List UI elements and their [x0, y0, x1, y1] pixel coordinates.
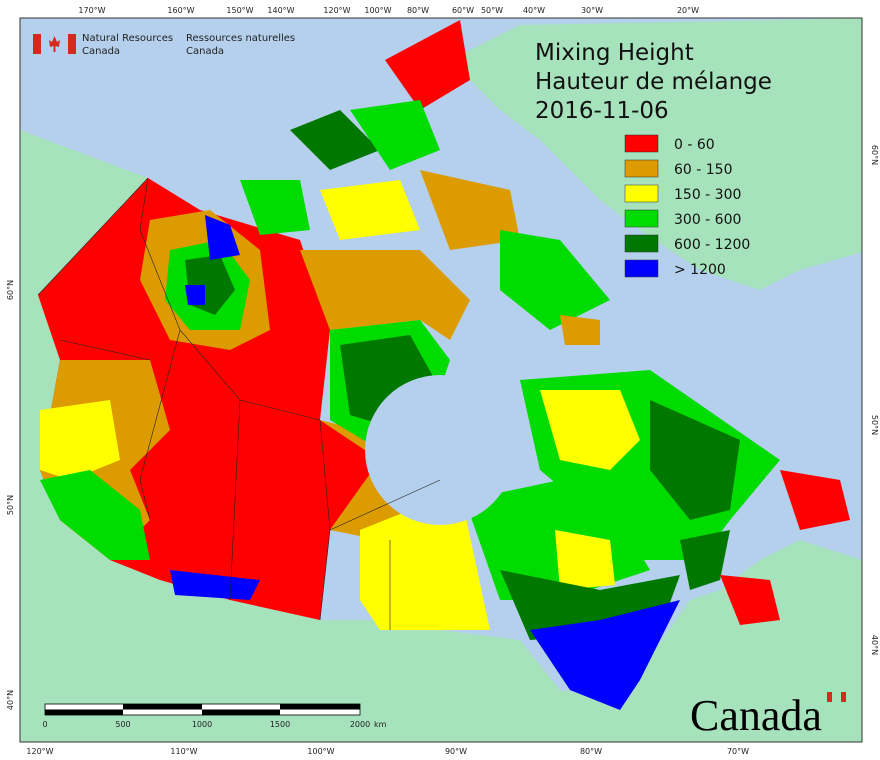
- graticule-label: 120°W: [26, 747, 53, 756]
- scale-segment: [123, 704, 202, 710]
- legend-swatch: [624, 184, 659, 203]
- zone: [555, 530, 615, 590]
- flag-bar: [841, 692, 846, 702]
- flag-bar: [68, 34, 76, 54]
- zone: [205, 215, 240, 260]
- graticule-label: 50°W: [481, 6, 503, 15]
- zone: [170, 570, 260, 600]
- map-body: [20, 18, 862, 742]
- title: 2016-11-06: [535, 98, 669, 124]
- graticule-label: 110°W: [170, 747, 197, 756]
- zone: [320, 180, 420, 240]
- scale-unit: km: [374, 720, 387, 729]
- flag-bar: [827, 692, 832, 702]
- legend-swatch: [624, 234, 659, 253]
- zone: [240, 180, 310, 235]
- scale-label: 1000: [192, 720, 212, 729]
- zone: [360, 490, 490, 630]
- graticule-label: 50°N: [6, 495, 15, 515]
- scale-segment: [202, 709, 280, 715]
- graticule-label: 60°N: [6, 280, 15, 300]
- graticule-label: 160°W: [167, 6, 194, 15]
- legend-swatch: [624, 159, 659, 178]
- zone: [350, 100, 440, 170]
- title: Mixing Height: [535, 40, 694, 66]
- graticule-label: 40°W: [523, 6, 545, 15]
- zone: [40, 470, 150, 560]
- graticule-label: 170°W: [78, 6, 105, 15]
- scale-label: 2000: [350, 720, 370, 729]
- graticule-label: 150°W: [226, 6, 253, 15]
- scale-label: 500: [115, 720, 130, 729]
- legend-label: > 1200: [674, 262, 726, 278]
- legend-label: 150 - 300: [674, 187, 741, 203]
- graticule-label: 90°W: [445, 747, 467, 756]
- zone: [540, 390, 640, 470]
- zone: [650, 400, 740, 520]
- zone: [560, 315, 600, 345]
- graticule-label: 100°W: [307, 747, 334, 756]
- wordmark: Canada: [690, 691, 822, 740]
- legend-label: 600 - 1200: [674, 237, 750, 253]
- legend-label: 0 - 60: [674, 137, 715, 153]
- zone: [185, 285, 205, 305]
- graticule-label: 60°N: [870, 145, 879, 165]
- agency-en: Canada: [82, 46, 120, 57]
- scale-segment: [45, 709, 123, 715]
- legend-label: 60 - 150: [674, 162, 733, 178]
- zone: [290, 110, 380, 170]
- legend-swatch: [624, 209, 659, 228]
- graticule-label: 80°W: [580, 747, 602, 756]
- legend-swatch: [624, 259, 659, 278]
- zone: [500, 230, 610, 330]
- zone: [420, 170, 520, 250]
- agency-fr: Ressources naturelles: [186, 33, 295, 44]
- scale-label: 1500: [270, 720, 290, 729]
- graticule-label: 30°W: [581, 6, 603, 15]
- graticule-label: 80°W: [407, 6, 429, 15]
- greenland: [450, 18, 862, 290]
- graticule-label: 120°W: [323, 6, 350, 15]
- graticule-label: 60°W: [452, 6, 474, 15]
- graticule-label: 50°N: [870, 415, 879, 435]
- graticule-label: 100°W: [364, 6, 391, 15]
- united-states: [20, 290, 862, 742]
- alaska: [20, 130, 148, 300]
- graticule-label: 40°N: [870, 635, 879, 655]
- scale-segment: [280, 704, 360, 710]
- scale-label: 0: [42, 720, 47, 729]
- title: Hauteur de mélange: [535, 69, 772, 95]
- legend-swatch: [624, 134, 659, 153]
- agency-fr: Canada: [186, 46, 224, 57]
- borders: [37, 177, 441, 630]
- zone: [720, 575, 780, 625]
- zone: [530, 600, 680, 710]
- frame: [19, 17, 863, 743]
- graticule-label: 140°W: [267, 6, 294, 15]
- zone: [300, 250, 470, 340]
- zone: [40, 400, 120, 480]
- graticule-label: 40°N: [6, 690, 15, 710]
- graticule-label: 70°W: [727, 747, 749, 756]
- maple-leaf: [49, 36, 60, 52]
- flag-bar: [33, 34, 41, 54]
- agency-en: Natural Resources: [82, 33, 173, 44]
- zone: [680, 530, 730, 590]
- hudson-bay: [365, 375, 515, 525]
- zone: [385, 20, 470, 110]
- graticule-label: 20°W: [677, 6, 699, 15]
- legend-label: 300 - 600: [674, 212, 741, 228]
- zone: [780, 470, 850, 530]
